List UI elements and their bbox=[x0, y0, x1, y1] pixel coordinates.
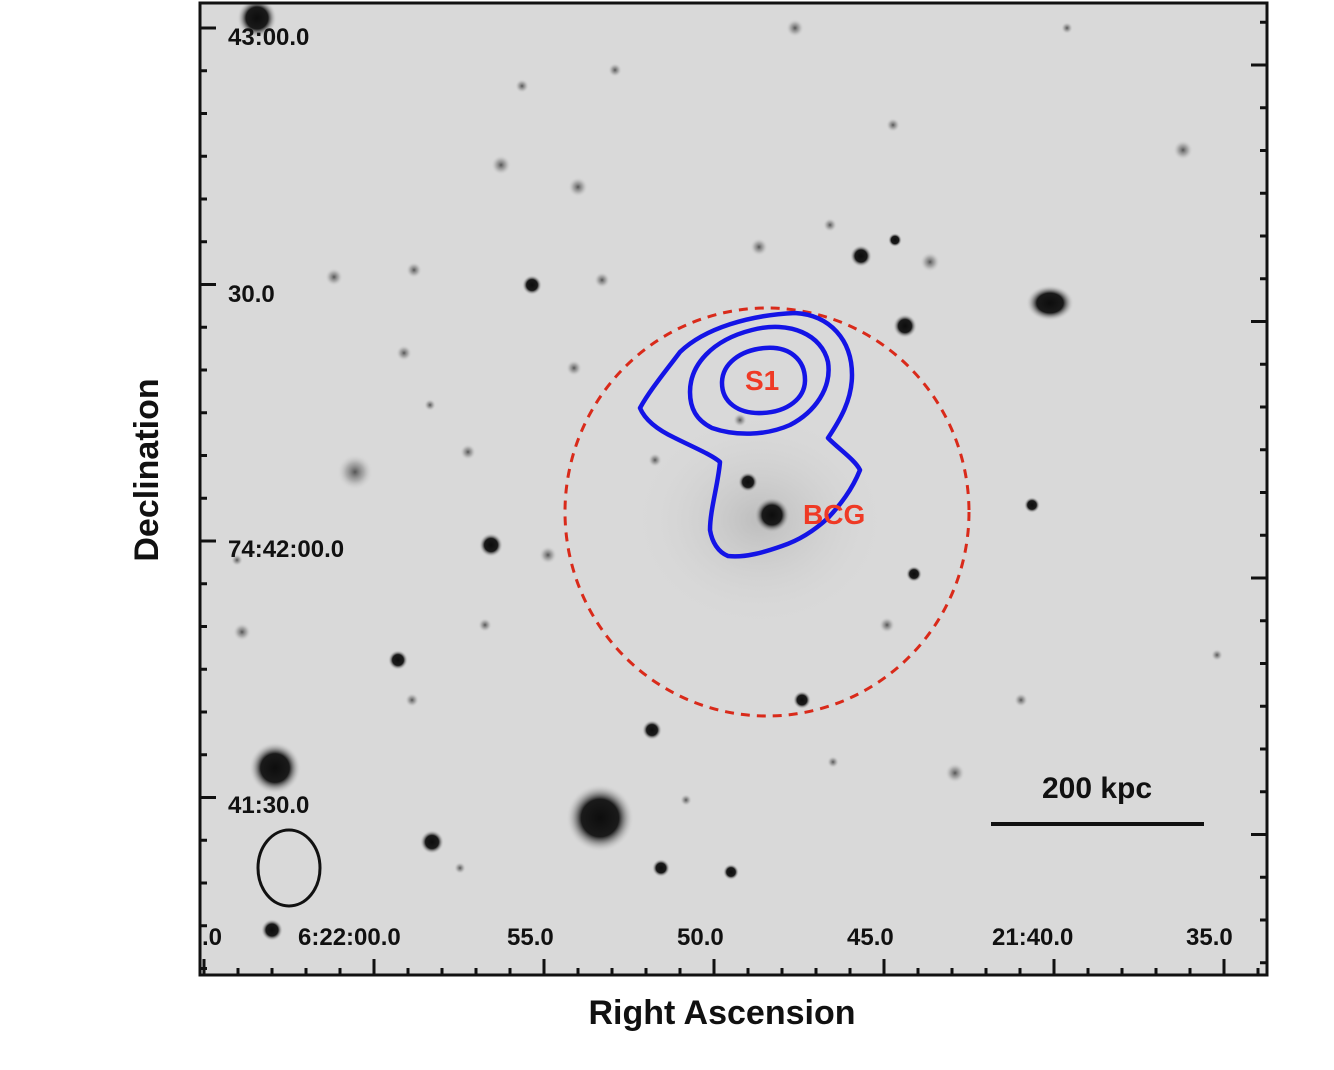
y-axis-title: Declination bbox=[128, 378, 166, 561]
x-axis-title: Right Ascension bbox=[589, 994, 856, 1032]
contour-inner bbox=[719, 345, 808, 416]
radio-contours bbox=[637, 310, 863, 559]
axis-ticks bbox=[200, 20, 1267, 975]
y-tick-label: 43:00.0 bbox=[228, 24, 309, 51]
x-tick-label: 45.0 bbox=[847, 924, 894, 951]
y-tick-label: 30.0 bbox=[228, 281, 275, 308]
x-tick-label: 55.0 bbox=[507, 924, 554, 951]
y-tick-label: 74:42:00.0 bbox=[228, 536, 344, 563]
y-tick-label: 41:30.0 bbox=[228, 792, 309, 819]
x-tick-label: 21:40.0 bbox=[992, 924, 1073, 951]
plot-frame bbox=[198, 1, 1269, 977]
beam-ellipse-icon bbox=[256, 828, 322, 908]
x-tick-label: .0 bbox=[202, 924, 222, 951]
x-tick-label: 6:22:00.0 bbox=[298, 924, 401, 951]
sky-image bbox=[200, 3, 1267, 975]
scale-bar-label: 200 kpc bbox=[1042, 772, 1152, 805]
bcg-label: BCG bbox=[803, 499, 865, 530]
contour-middle bbox=[687, 324, 831, 436]
contour-outer bbox=[637, 310, 863, 559]
x-tick-label: 50.0 bbox=[677, 924, 724, 951]
source-label-s1: S1 bbox=[745, 365, 779, 396]
extraction-circle bbox=[563, 306, 971, 718]
x-tick-label: 35.0 bbox=[1186, 924, 1233, 951]
